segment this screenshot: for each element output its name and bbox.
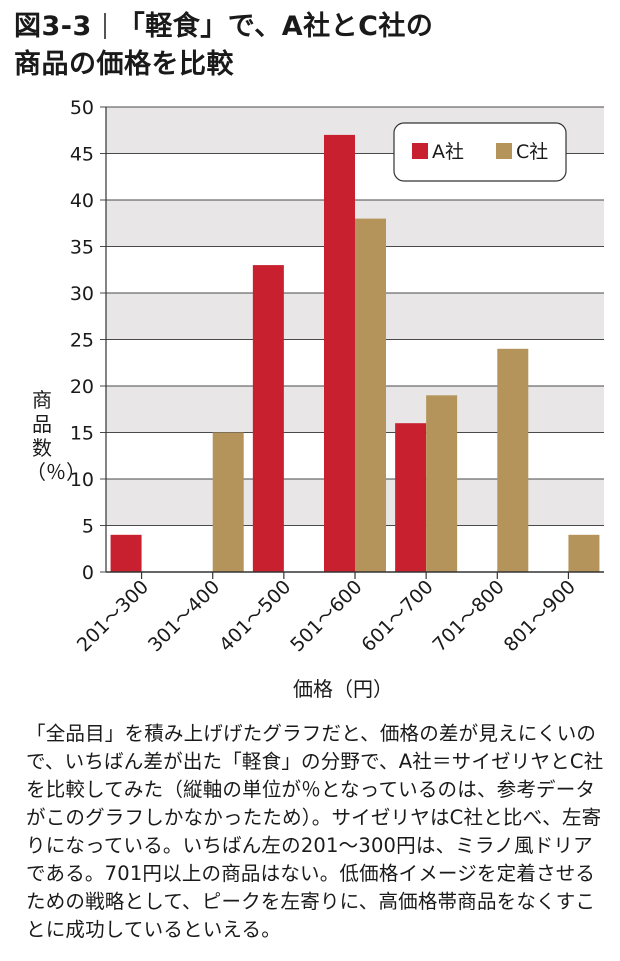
figure-label: 図3-3 <box>14 11 92 42</box>
figure-title: 図3-3 「軽食」で、A社とC社の 商品の価格を比較 <box>14 8 610 84</box>
y-tick-label: 5 <box>82 516 94 538</box>
x-tick-label: 701～800 <box>429 576 509 656</box>
bar-c-1 <box>212 432 244 572</box>
title-line-1: 図3-3 「軽食」で、A社とC社の <box>14 8 610 46</box>
y-tick-label: 10 <box>70 469 94 491</box>
legend-swatch-1 <box>496 143 512 159</box>
bar-c-6 <box>568 534 600 572</box>
x-tick-label: 301～400 <box>144 576 224 656</box>
title-text-1: 「軽食」で、A社とC社の <box>117 11 434 42</box>
bar-c-3 <box>355 218 386 572</box>
bar-c-5 <box>497 348 529 572</box>
title-line-2: 商品の価格を比較 <box>14 49 234 80</box>
caption-text: 「全品目」を積み上げげたグラフだと、価格の差が見えにくいので、いちばん差が出た「… <box>26 722 604 941</box>
x-tick-label: 201～300 <box>73 576 153 656</box>
y-tick-label: 50 <box>70 97 94 119</box>
legend-box <box>393 122 567 182</box>
bar-a-2 <box>252 265 284 572</box>
bar-a-0 <box>110 534 142 572</box>
y-tick-label: 20 <box>70 376 94 398</box>
y-tick-label: 40 <box>70 190 94 212</box>
y-axis-label: 商品数（％） <box>26 388 86 484</box>
y-tick-label: 35 <box>70 237 94 259</box>
y-tick-label: 45 <box>70 144 94 166</box>
x-tick-label: 601～700 <box>357 576 437 656</box>
y-tick-label: 0 <box>82 562 94 584</box>
x-tick-label: 801～900 <box>500 576 580 656</box>
title-separator <box>103 13 106 39</box>
legend-label-1: C社 <box>516 141 548 163</box>
bar-chart: 0 5 10 15 20 25 30 35 40 45 50 201～300 301～400 401～50… <box>0 92 620 712</box>
y-tick-label: 25 <box>70 330 94 352</box>
y-tick-label: 30 <box>70 283 94 305</box>
bar-a-3 <box>324 134 355 572</box>
bar-c-4 <box>426 395 458 572</box>
x-tick-label: 401～500 <box>215 576 295 656</box>
chart-svg: 0 5 10 15 20 25 30 35 40 45 50 201～300301～400401～50… <box>70 97 604 701</box>
y-tick-label: 15 <box>70 423 94 445</box>
bar-a-4 <box>395 423 427 572</box>
x-axis-label: 価格（円） <box>293 677 393 701</box>
legend-label-0: A社 <box>432 141 464 163</box>
legend-swatch-0 <box>412 143 428 159</box>
x-tick-label: 501～600 <box>286 576 366 656</box>
